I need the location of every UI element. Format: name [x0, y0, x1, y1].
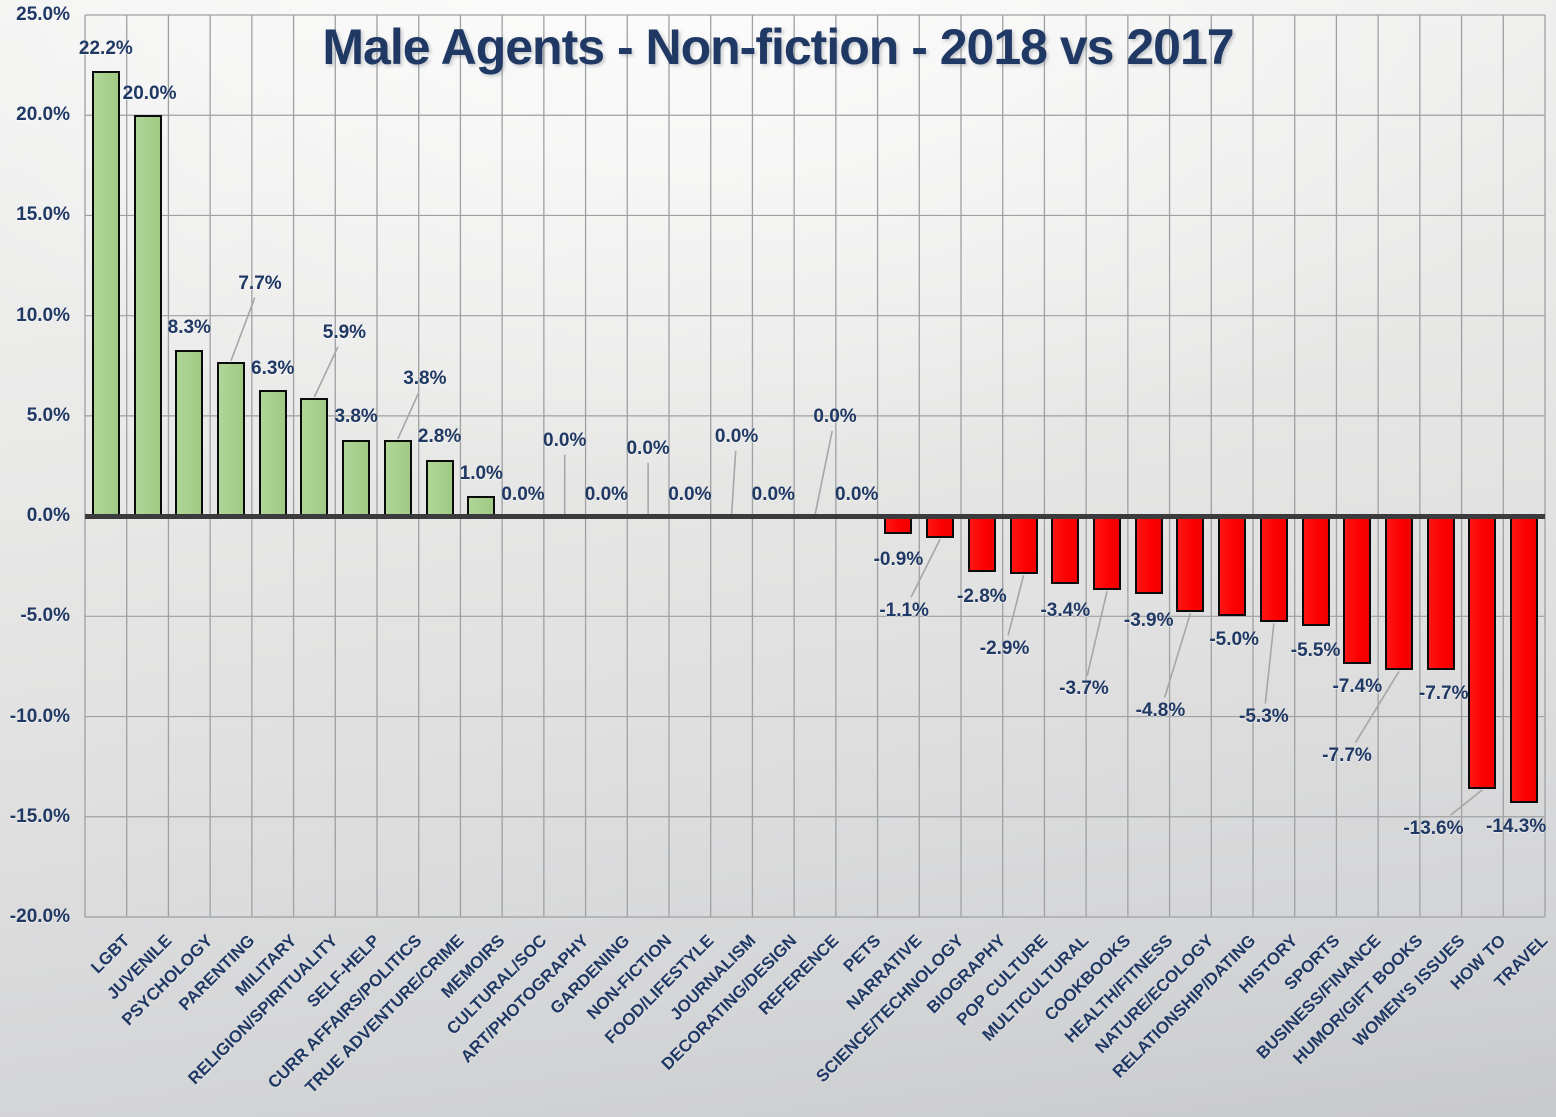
label-leader-line [313, 346, 339, 398]
value-label: 0.0% [668, 484, 712, 506]
label-leader-line [910, 538, 941, 598]
value-label: 0.0% [714, 426, 759, 448]
value-label: -5.5% [1290, 640, 1341, 662]
value-label: -7.7% [1322, 745, 1372, 767]
value-label: -7.4% [1332, 676, 1383, 698]
bar-history [1259, 516, 1288, 623]
value-label: -5.3% [1239, 706, 1289, 728]
value-label: 8.3% [167, 316, 211, 338]
bar-health-fitness [1134, 516, 1163, 595]
chart-title: Male Agents - Non-fiction - 2018 vs 2017 [322, 19, 1234, 75]
value-label: -0.9% [873, 549, 924, 571]
bar-parenting [217, 361, 245, 517]
value-label: 0.0% [813, 406, 857, 428]
bar-military [258, 389, 287, 517]
value-label: 7.7% [238, 272, 282, 294]
bar-nature-ecology [1176, 516, 1205, 613]
value-label: 0.0% [543, 430, 587, 452]
bar-pop-culture [1009, 516, 1038, 575]
value-label: 1.0% [459, 463, 503, 485]
y-tick-label: 15.0% [16, 204, 70, 226]
y-tick-label: 20.0% [16, 104, 70, 126]
label-leader-line [1450, 789, 1483, 816]
value-label: 3.8% [334, 405, 378, 427]
label-leader-line [1007, 575, 1025, 636]
bar-how-to [1468, 516, 1497, 789]
bar-women-s-issues [1426, 516, 1455, 671]
value-label: -3.9% [1123, 610, 1174, 632]
value-label: -14.3% [1486, 815, 1547, 837]
value-label: -2.8% [957, 586, 1007, 608]
label-leader-line [1354, 671, 1400, 744]
value-label: 0.0% [835, 484, 879, 506]
value-label: 20.0% [122, 83, 177, 105]
bar-psychology [175, 349, 204, 517]
value-label: 0.0% [584, 484, 629, 506]
bar-travel [1510, 516, 1539, 803]
bar-curr-affairs-politics [383, 439, 412, 517]
y-tick-label: -20.0% [9, 906, 70, 927]
bar-self-help [342, 439, 371, 517]
label-leader-line [1264, 623, 1275, 704]
value-label: 5.9% [322, 321, 367, 343]
value-label: -5.0% [1209, 629, 1259, 651]
value-label: 2.8% [417, 425, 462, 447]
value-label: -4.8% [1135, 700, 1186, 722]
y-tick-label: -5.0% [20, 605, 70, 627]
value-label: -3.4% [1040, 600, 1091, 622]
value-label: 0.0% [751, 484, 795, 506]
value-label: 6.3% [251, 357, 295, 379]
value-label: 0.0% [626, 438, 670, 460]
y-tick-label: 25.0% [16, 4, 70, 25]
label-leader-line [397, 392, 420, 440]
bar-cookbooks [1093, 516, 1121, 591]
value-label: -7.7% [1418, 683, 1469, 705]
value-label: 22.2% [78, 38, 133, 60]
value-label: -1.1% [879, 600, 929, 622]
bar-lgbt [91, 71, 120, 517]
value-label: -13.6% [1403, 817, 1464, 839]
value-label: 3.8% [403, 367, 447, 389]
y-tick-label: 0.0% [26, 505, 70, 527]
y-tick-label: -10.0% [9, 705, 70, 727]
value-label: 0.0% [501, 484, 545, 506]
value-label: -3.7% [1059, 678, 1109, 700]
y-tick-label: -15.0% [9, 805, 70, 827]
zero-axis-line [85, 513, 1545, 519]
y-tick-label: 5.0% [26, 404, 70, 426]
bar-religion-spirituality [300, 397, 329, 517]
label-leader-line [1086, 591, 1108, 676]
label-leader-line [1163, 613, 1192, 698]
bar-humor-gift-books [1385, 516, 1413, 671]
label-leader-line [814, 430, 833, 516]
y-tick-label: 10.0% [16, 304, 70, 326]
label-leader-line [730, 450, 737, 516]
label-leader-line [230, 297, 256, 362]
value-label: -2.9% [979, 638, 1030, 660]
